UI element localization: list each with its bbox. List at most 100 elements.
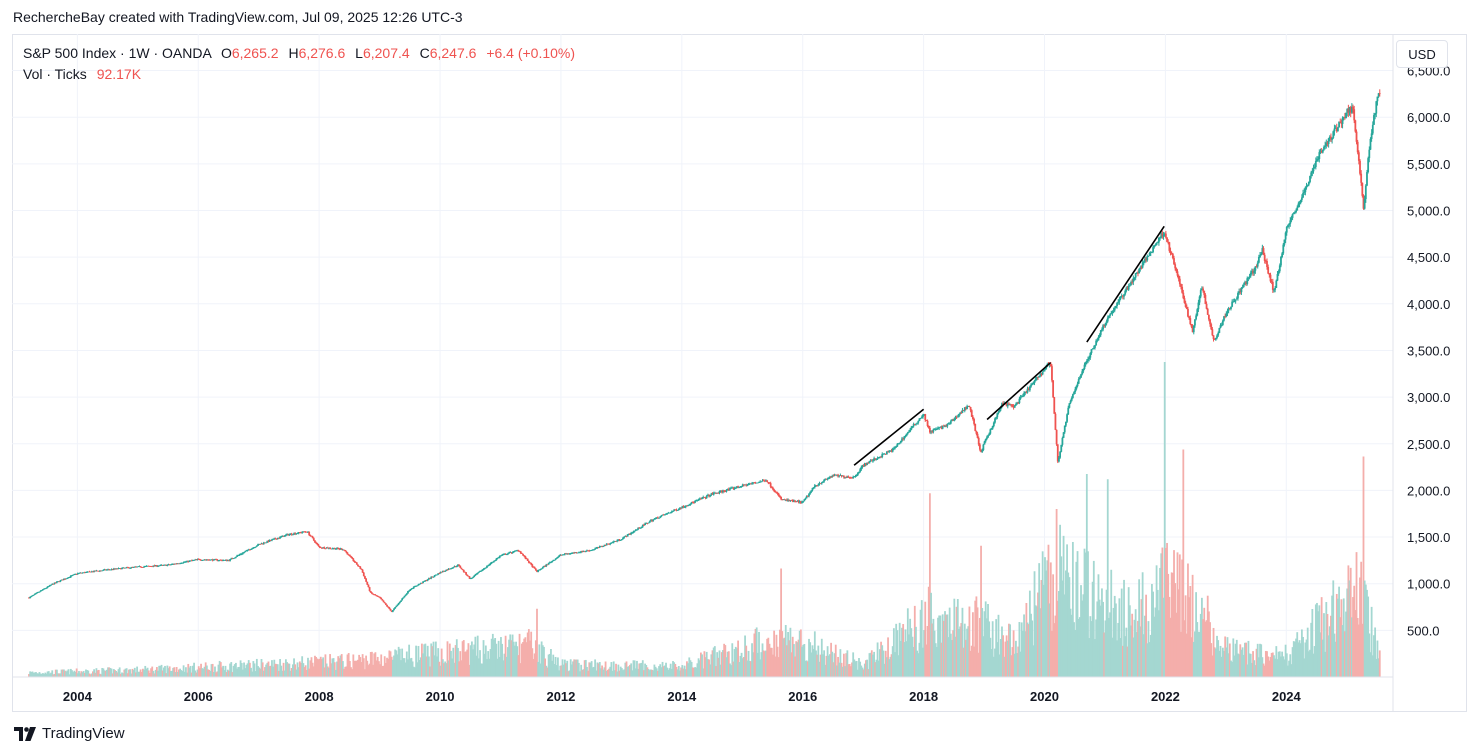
candle-body — [50, 584, 52, 586]
volume-bar — [147, 670, 150, 677]
volume-label[interactable]: Vol · Ticks — [23, 66, 87, 82]
candle-body — [192, 560, 194, 561]
volume-bar — [693, 667, 695, 677]
volume-bar — [953, 598, 956, 677]
volume-bar — [1212, 627, 1215, 677]
volume-bar — [602, 669, 605, 677]
volume-bar — [632, 660, 635, 677]
volume-bar — [926, 626, 929, 677]
candle-body — [183, 561, 186, 563]
volume-bar — [769, 647, 772, 677]
volume-bar — [1035, 606, 1038, 677]
tradingview-logo[interactable]: TradingView — [14, 725, 125, 742]
volume-bar — [734, 646, 737, 677]
volume-bar — [1211, 655, 1214, 677]
candle-body — [204, 559, 207, 561]
volume-bar — [1284, 644, 1287, 677]
volume-bar — [670, 668, 673, 677]
candle-body — [1359, 160, 1361, 174]
volume-bar — [861, 667, 864, 677]
volume-bar — [1232, 638, 1235, 677]
volume-bar — [162, 667, 165, 677]
candle-body — [1238, 291, 1241, 294]
volume-bar — [410, 657, 413, 677]
volume-bar — [1298, 640, 1301, 677]
candle-body — [268, 540, 271, 542]
candle-body — [1210, 324, 1213, 330]
volume-bar — [555, 665, 558, 677]
candle-body — [1070, 397, 1073, 401]
candle-body — [1343, 117, 1346, 119]
volume-bar — [889, 656, 892, 677]
candle-body — [93, 570, 95, 572]
candle-body — [1342, 117, 1345, 118]
volume-bar — [533, 653, 536, 677]
trendline[interactable] — [853, 408, 925, 466]
trendline[interactable] — [986, 361, 1052, 421]
candle-body — [987, 435, 989, 438]
volume-bar — [1060, 556, 1063, 677]
y-tick-label: 500.0 — [1407, 623, 1440, 638]
candle-body — [366, 581, 369, 585]
candle-body — [1120, 295, 1123, 297]
open-label: O — [220, 45, 232, 61]
volume-bar — [796, 642, 799, 677]
volume-bar — [301, 656, 304, 677]
candle-body — [1347, 108, 1350, 113]
candle-body — [1155, 242, 1158, 246]
volume-bar — [179, 668, 182, 677]
volume-bar — [935, 646, 938, 677]
trendline[interactable] — [1086, 225, 1165, 343]
candle-body — [579, 552, 581, 554]
candle-body — [247, 549, 250, 551]
volume-bar — [185, 667, 187, 677]
volume-bar — [319, 656, 322, 677]
candle-body — [646, 522, 649, 524]
volume-bar — [401, 648, 404, 677]
candle-body — [29, 596, 32, 599]
volume-bar — [887, 637, 889, 677]
volume-bar — [1276, 659, 1279, 677]
volume-bar — [643, 670, 645, 677]
volume-bar — [1320, 597, 1323, 677]
volume-bar — [465, 651, 467, 677]
trendlines[interactable] — [853, 225, 1165, 466]
candle-body — [568, 553, 571, 555]
candle-body — [574, 552, 577, 554]
candle-body — [264, 542, 266, 544]
volume-bar — [307, 657, 309, 677]
volume-bar — [525, 642, 528, 677]
candle-body — [641, 524, 644, 527]
candle-body — [1242, 284, 1245, 287]
volume-bar — [940, 642, 943, 677]
candle-body — [573, 552, 576, 554]
volume-bar — [1114, 603, 1117, 677]
volume-bar — [247, 660, 250, 677]
candle-body — [1310, 172, 1313, 177]
candle-body — [1065, 421, 1067, 426]
symbol-label[interactable]: S&P 500 Index · 1W · OANDA — [23, 45, 212, 61]
candle-body — [560, 554, 563, 556]
chart-area[interactable]: 500.01,000.01,500.02,000.02,500.03,000.0… — [12, 34, 1467, 712]
volume-bar — [1094, 639, 1096, 677]
volume-bar — [1088, 638, 1091, 677]
volume-bar — [605, 670, 608, 677]
candle-body — [1159, 237, 1161, 239]
candle-body — [1369, 138, 1372, 150]
volume-bar — [1376, 640, 1379, 677]
candle-body — [114, 568, 116, 570]
volume-bar — [1167, 573, 1170, 677]
currency-button[interactable]: USD — [1396, 40, 1448, 68]
candle-body — [947, 423, 950, 425]
volume-bar — [487, 651, 490, 677]
volume-bar — [305, 669, 308, 677]
candle-body — [849, 477, 852, 479]
volume-bar — [822, 654, 824, 677]
volume-bar — [429, 666, 431, 677]
volume-bar — [1074, 629, 1077, 677]
volume-bar — [966, 628, 968, 677]
volume-bar — [853, 659, 856, 677]
volume-bar — [1239, 644, 1242, 677]
candle-body — [588, 550, 591, 552]
volume-bar — [948, 607, 951, 677]
